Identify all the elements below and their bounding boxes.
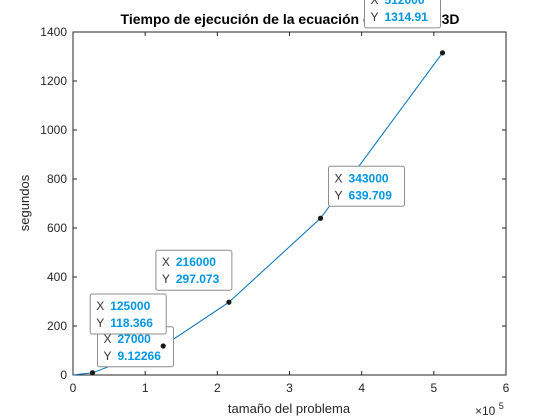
datatip-marker[interactable] bbox=[160, 343, 166, 349]
datatip-x-value: 343000 bbox=[349, 171, 389, 185]
datatip-box bbox=[328, 165, 406, 207]
datatip-x-value: 216000 bbox=[176, 255, 216, 269]
axis-ticks: 0 1 2 3 4 5 6 0 200 400 600 800 1000 1200 1400 bbox=[40, 25, 509, 395]
datatip-x-key: X bbox=[335, 171, 343, 185]
datatip-marker[interactable] bbox=[317, 215, 324, 221]
datatip-y-value: 1314.91 bbox=[384, 10, 428, 24]
y-axis-label: segundos bbox=[17, 174, 32, 231]
x-axis-multiplier-exponent: 5 bbox=[499, 401, 504, 411]
datatip-marker[interactable] bbox=[89, 370, 96, 376]
datatip-y-key: Y bbox=[96, 316, 104, 330]
datatip-x-value: 512000 bbox=[384, 0, 424, 7]
y-tick-label: 1400 bbox=[40, 25, 67, 39]
datatip-y-key: Y bbox=[370, 10, 378, 24]
x-axis-multiplier: ×10 5 bbox=[475, 401, 504, 418]
datatips: X 27000 Y 9.12266 X 125000 Y 118.366 X 216000 Y 297… bbox=[89, 0, 446, 376]
datatip-y-value: 297.073 bbox=[176, 272, 220, 286]
x-tick-label: 5 bbox=[430, 381, 437, 395]
datatip-marker[interactable] bbox=[226, 299, 232, 305]
y-tick-label: 1000 bbox=[40, 123, 67, 137]
datatip-y-value: 9.12266 bbox=[117, 349, 161, 363]
datatip-y-key: Y bbox=[103, 349, 111, 363]
y-tick-label: 600 bbox=[47, 221, 67, 235]
y-tick-label: 400 bbox=[47, 270, 67, 284]
datatip-box bbox=[89, 293, 167, 335]
datatip: X 512000 Y 1314.91 bbox=[363, 0, 441, 29]
x-tick-label: 0 bbox=[70, 381, 77, 395]
x-tick-label: 1 bbox=[142, 381, 149, 395]
datatip-x-value: 125000 bbox=[110, 299, 150, 313]
x-tick-label: 4 bbox=[358, 381, 365, 395]
datatip: X 125000 Y 118.366 bbox=[89, 293, 167, 335]
datatip: X 343000 Y 639.709 bbox=[328, 165, 406, 207]
y-tick-label: 200 bbox=[47, 319, 67, 333]
y-tick-label: 800 bbox=[47, 172, 67, 186]
x-tick-label: 3 bbox=[286, 381, 293, 395]
datatip-y-value: 639.709 bbox=[349, 188, 393, 202]
datatip-marker[interactable] bbox=[439, 50, 446, 56]
datatip: X 27000 Y 9.12266 bbox=[96, 326, 174, 368]
datatip-x-key: X bbox=[103, 332, 111, 346]
datatip-x-key: X bbox=[370, 0, 378, 7]
datatip-x-key: X bbox=[96, 299, 104, 313]
datatip-box bbox=[363, 0, 441, 29]
datatip-x-value: 27000 bbox=[117, 332, 151, 346]
y-tick-label: 0 bbox=[60, 368, 67, 382]
datatip-y-key: Y bbox=[162, 272, 170, 286]
datatip-y-key: Y bbox=[335, 188, 343, 202]
datatip: X 216000 Y 297.073 bbox=[155, 249, 233, 291]
datatip-y-value: 118.366 bbox=[110, 316, 153, 330]
x-axis-multiplier-base: ×10 bbox=[475, 404, 496, 418]
x-axis-label: tamaño del problema bbox=[228, 401, 351, 416]
datatip-x-key: X bbox=[162, 255, 170, 269]
datatip-box bbox=[155, 249, 233, 291]
x-tick-label: 2 bbox=[214, 381, 221, 395]
y-tick-label: 1200 bbox=[40, 74, 67, 88]
x-tick-label: 6 bbox=[503, 381, 510, 395]
